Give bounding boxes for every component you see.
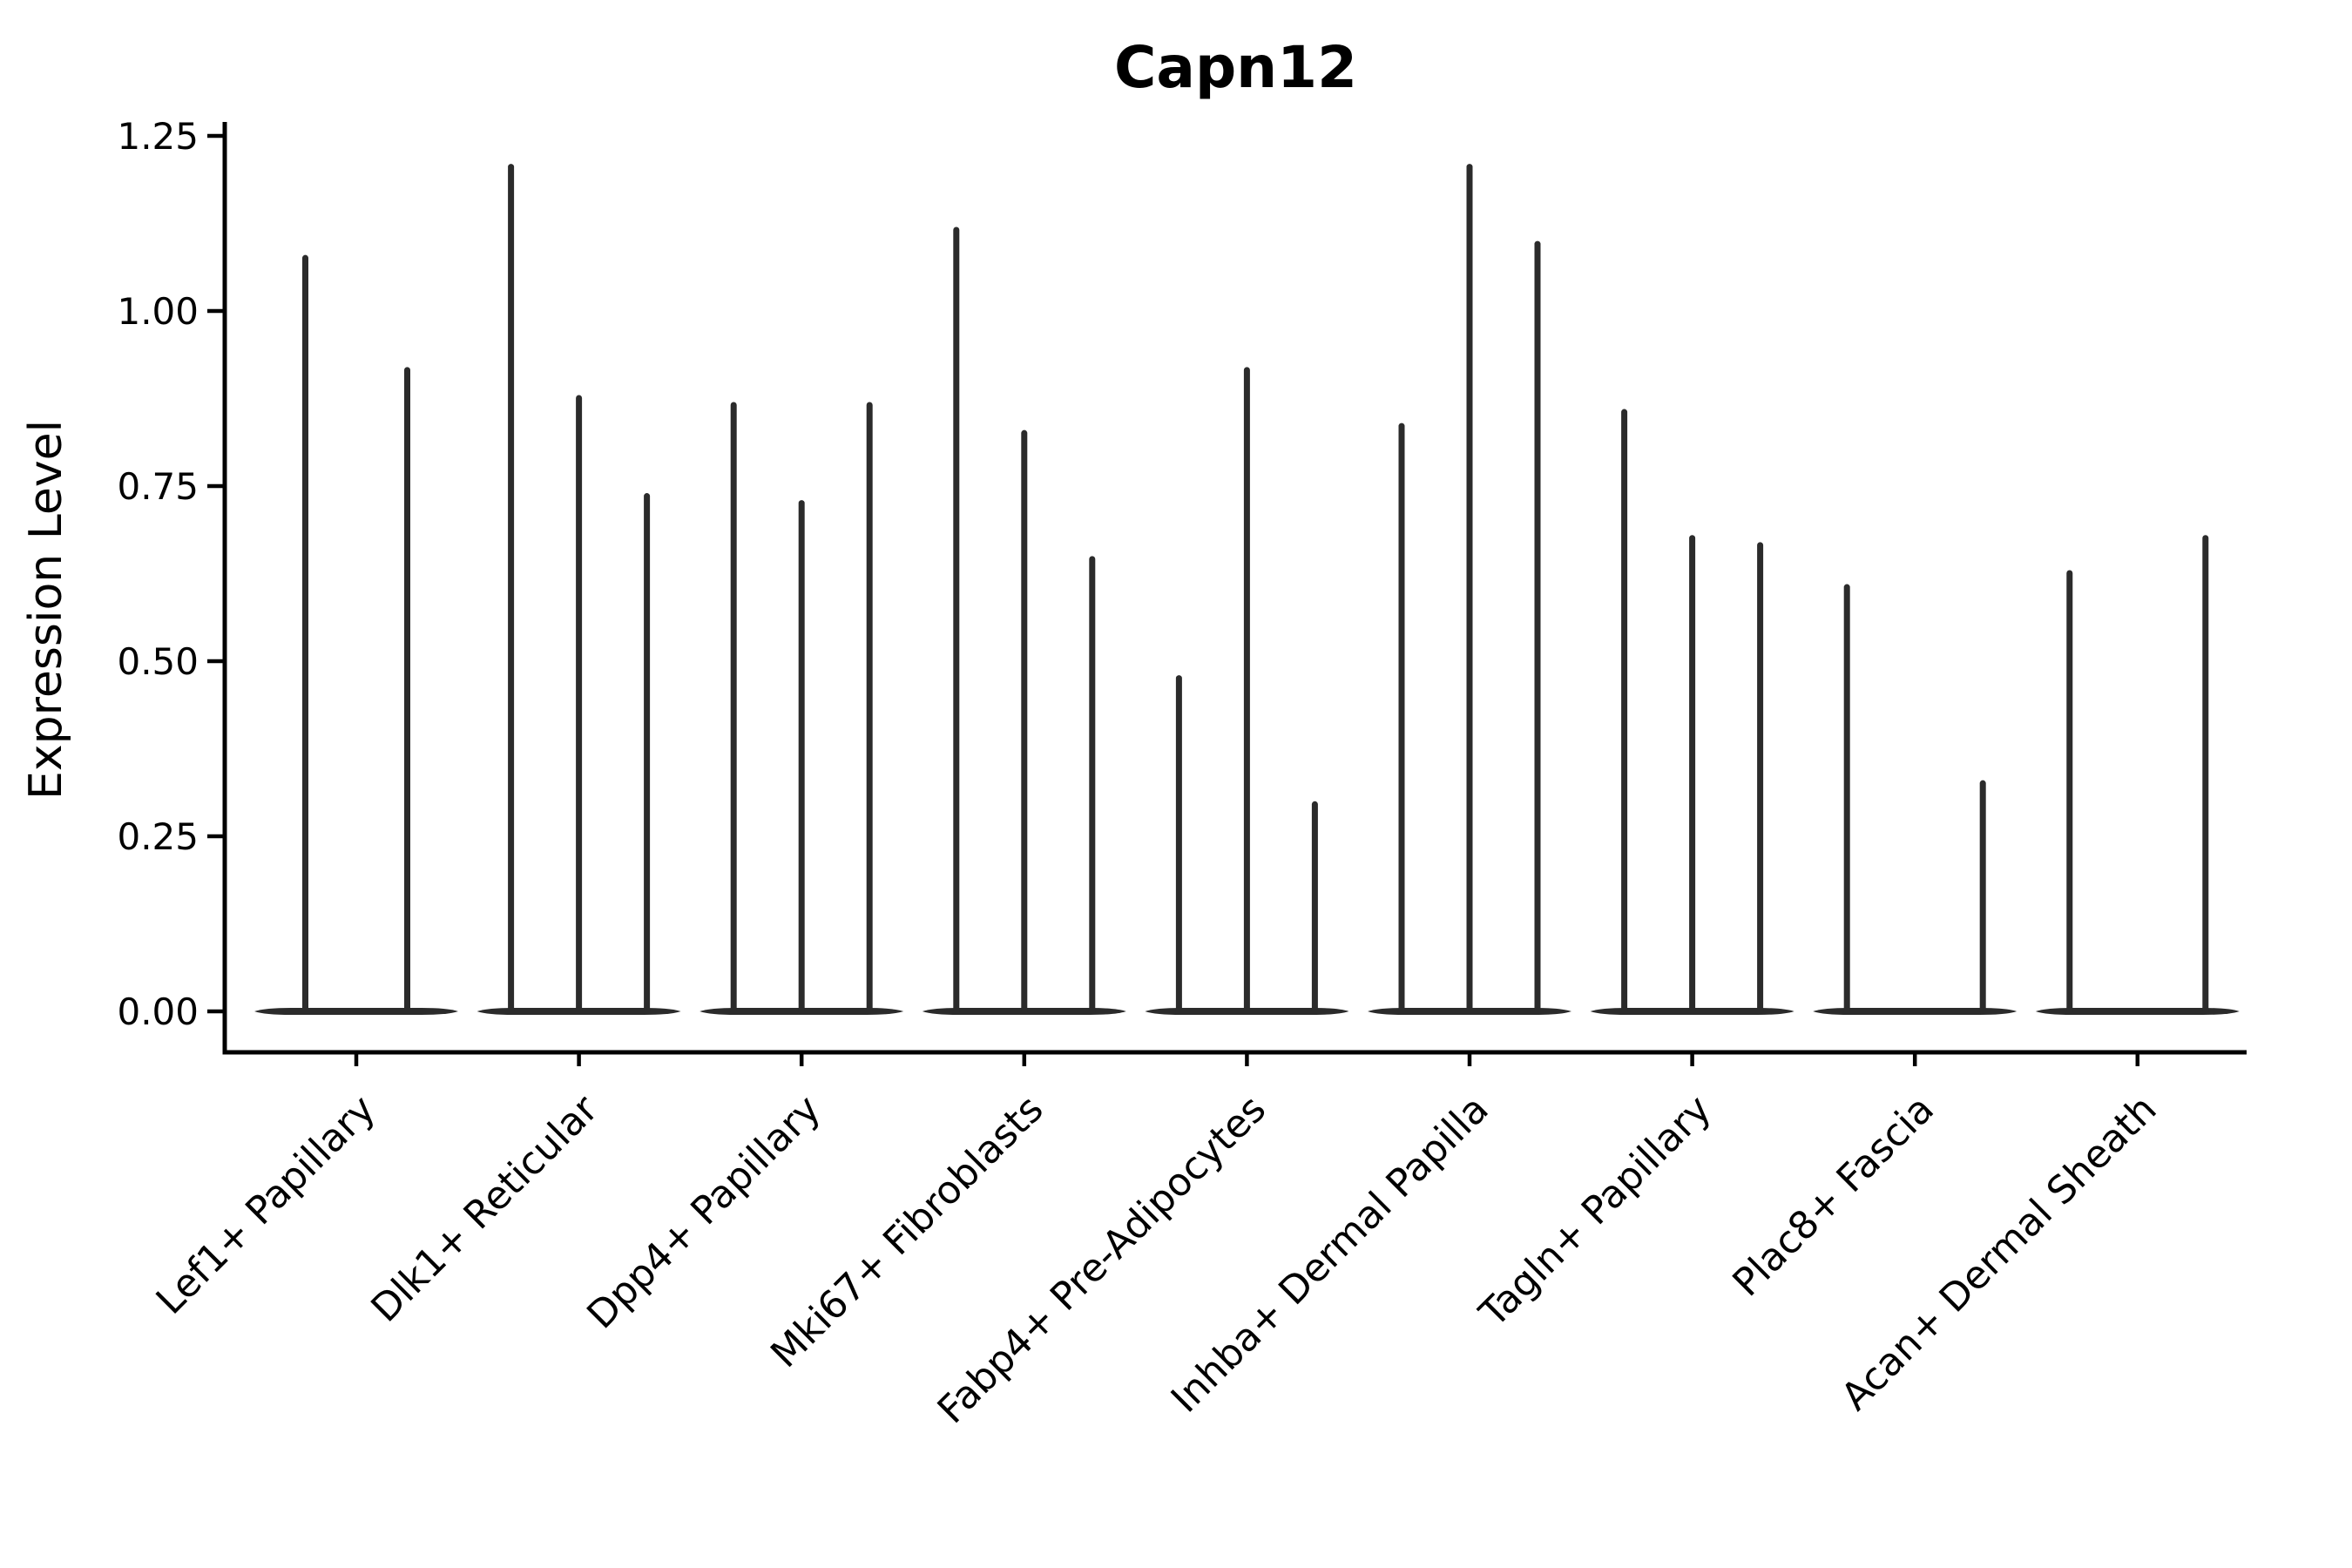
y-tick-label: 0.00	[117, 990, 199, 1033]
violin-base	[1813, 1008, 2017, 1015]
violin-group: Dpp4+ Papillary	[578, 402, 904, 1338]
violin-spike	[1089, 556, 1096, 1014]
violin-spike	[1621, 409, 1628, 1014]
violin-spike	[1979, 780, 1986, 1014]
violin-base	[254, 1008, 458, 1015]
violin-group: Mki67+ Fibroblasts	[762, 226, 1126, 1376]
violin-group: Tagln+ Papillary	[1470, 409, 1794, 1336]
violin-spike	[1175, 675, 1182, 1014]
x-category-label: Dlk1+ Reticular	[362, 1086, 607, 1331]
violin-spike	[866, 402, 873, 1014]
violin-group: Lef1+ Papillary	[148, 254, 458, 1323]
violin-spike	[1311, 801, 1318, 1014]
y-tick-label: 0.25	[117, 815, 199, 858]
x-category-label: Lef1+ Papillary	[148, 1087, 384, 1323]
x-category-label: Dpp4+ Papillary	[578, 1087, 829, 1338]
y-tick-label: 0.50	[117, 640, 199, 683]
y-tick-label: 1.00	[117, 290, 199, 333]
violin-spike	[1689, 535, 1696, 1014]
violin-spike	[302, 254, 308, 1014]
violin-spike	[1466, 164, 1473, 1014]
violin-spike	[576, 395, 583, 1015]
y-tick-label: 0.75	[117, 465, 199, 508]
chart-title: Capn12	[1114, 34, 1357, 101]
violin-spike	[2202, 535, 2209, 1014]
violin-group: Plac8+ Fascia	[1724, 584, 2017, 1306]
violin-spike	[1757, 542, 1764, 1014]
y-axis-label: Expression Level	[20, 420, 72, 800]
violin-group: Dlk1+ Reticular	[362, 164, 681, 1331]
violin-base	[2035, 1008, 2240, 1015]
violin-spike	[644, 493, 651, 1014]
violin-spike	[1398, 422, 1405, 1014]
violin-spike	[1243, 367, 1250, 1014]
violin-spike	[404, 367, 410, 1014]
violin-spike	[1534, 240, 1541, 1015]
x-category-label: Tagln+ Papillary	[1470, 1087, 1720, 1336]
violin-spike	[2066, 570, 2073, 1014]
violin-spike	[798, 500, 805, 1014]
violin-group: Inhba+ Dermal Papilla	[1163, 164, 1571, 1422]
violin-group: Acan+ Dermal Sheath	[1833, 535, 2240, 1419]
y-tick-label: 1.25	[117, 115, 199, 158]
violin-spike	[953, 226, 960, 1014]
violin-spike	[730, 402, 737, 1014]
x-category-label: Plac8+ Fascia	[1724, 1087, 1943, 1306]
violin-spike	[508, 164, 515, 1014]
violin-spike	[1843, 584, 1850, 1014]
violin-spike	[1021, 429, 1028, 1014]
